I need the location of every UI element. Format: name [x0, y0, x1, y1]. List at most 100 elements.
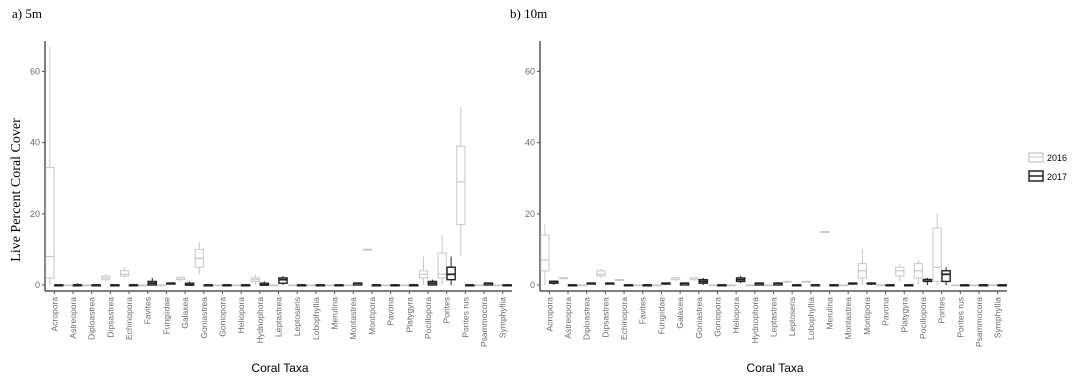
panel-a-box-2017-diploastrea: [91, 284, 101, 287]
panel-b-box-2017-leptoseris: [791, 284, 802, 287]
legend-item-2017: 2017: [1028, 170, 1067, 182]
panel-b-category-label-montipora: Montipora: [862, 297, 872, 335]
legend-box-2016: [1028, 152, 1044, 163]
panel-b-category-label-fungiidae: Fungiidae: [656, 297, 666, 335]
panel-a-box-2016-montastrea: [344, 284, 354, 287]
panel-b-box-2017-favites: [642, 284, 653, 287]
panel-a-box-2017-psammocora: [483, 282, 494, 286]
panel-b-box-2017-acropora: [549, 280, 559, 285]
panel-a-category-label-pocillopora: Pocillopora: [423, 297, 433, 339]
panel-b-box-2017-montastrea: [847, 282, 858, 285]
panel-a-box-2016-galaxea: [176, 276, 186, 282]
panel-a-box-2016-acropora-iqr: [45, 167, 55, 279]
panel-a-category-label-platygyra: Platygyra: [404, 297, 414, 333]
panel-b-box-2016-favites: [633, 284, 643, 287]
panel-b-box-2017-goniopora: [717, 284, 727, 287]
panel-a-box-2016-porites-rus-iqr: [456, 145, 466, 226]
panel-b-box-2016-galaxea: [671, 277, 681, 282]
panel-a-box-2017-montastrea: [352, 282, 363, 286]
panel-b-category-label-symphyllia: Symphyllia: [993, 297, 1003, 338]
panel-b-box-2017-heliopora: [735, 276, 746, 284]
panel-b-box-2016-goniastrea: [689, 277, 699, 282]
panel-b-box-2016-heliopora: [727, 284, 737, 287]
panel-b-category-label-psammocora: Psammocora: [974, 297, 984, 347]
panel-a-box-2017-platygyra: [408, 284, 419, 287]
panel-a-box-2017-lobophyllia: [315, 284, 326, 287]
panel-a-box-2017-dipsastrea: [110, 284, 120, 287]
panel-b-box-2016-fungiidae: [652, 284, 662, 287]
panel-b-box-2016-porites-rus: [951, 284, 961, 287]
legend-item-2016: 2016: [1028, 152, 1067, 163]
panel-a-category-label-dipsastrea: Dipsastrea: [105, 297, 115, 338]
panel-b-category-label-acropora: Acropora: [544, 297, 554, 332]
panel-a-box-2016-pavona: [381, 284, 391, 287]
panel-a-box-2016-goniastrea: [194, 242, 204, 275]
panel-a-box-2017-acropora: [54, 284, 64, 287]
panel-b-category-label-astreopora: Astreopora: [563, 297, 573, 339]
panel-a-box-2016-psammocora: [474, 284, 485, 287]
panel-a-box-2016-favites: [138, 284, 148, 287]
panel-a-y-tick-label: 40: [30, 138, 40, 148]
panel-b-box-2017-psammocora: [978, 284, 989, 287]
panel-b-category-label-porites: Porites: [937, 297, 947, 323]
panel-b-box-2016-goniopora: [708, 284, 718, 287]
panel-b-category-label-goniastrea: Goniastrea: [694, 297, 704, 339]
panel-b-category-label-echinopora: Echinopora: [619, 297, 629, 340]
panel-b-category-label-porites-rus: Porites rus: [955, 297, 965, 338]
panel-a-box-2016-heliopora: [232, 284, 242, 287]
panel-b-box-2017-goniastrea: [698, 277, 709, 285]
panel-a-box-2016-acropora: [45, 46, 55, 285]
panel-a-box-2017-fungiidae: [166, 282, 176, 285]
panel-b-box-2017-porites: [941, 267, 951, 285]
panel-a-category-label-symphyllia: Symphyllia: [498, 297, 508, 338]
panel-b-box-2016-dipsastrea: [596, 268, 606, 278]
panel-a-category-label-leptoseris: Leptoseris: [292, 297, 302, 336]
panel-a-category-label-hydnophora: Hydnophora: [255, 297, 265, 344]
panel-a-box-2017-symphyllia: [502, 284, 512, 287]
panel-b-box-2016-hydnophora: [745, 284, 755, 287]
panel-b-category-label-hydnophora: Hydnophora: [750, 297, 760, 344]
panel-a-box-2016-merulina: [325, 284, 335, 287]
panel-a-category-label-fungiidae: Fungiidae: [161, 297, 171, 335]
panel-b-box-2017-galaxea: [679, 282, 690, 286]
panel-b-box-2016-leptoseris: [783, 280, 793, 283]
panel-b-category-label-goniopora: Goniopora: [712, 297, 722, 337]
panel-a-category-label-porites: Porites: [442, 297, 452, 323]
panel-b-box-2016-astreopora: [558, 277, 569, 280]
panel-a-box-2016-diploastrea: [82, 284, 92, 287]
legend-label-2016: 2016: [1047, 153, 1067, 163]
panel-a-box-2017-montipora: [371, 284, 382, 287]
panel-a-y-tick-label: 0: [35, 280, 40, 290]
panel-b-box-2017-pavona: [885, 284, 895, 287]
panel-a-category-label-goniopora: Goniopora: [217, 297, 227, 337]
panel-b-y-tick-label: 40: [525, 138, 535, 148]
panel-b-box-2017-hydnophora: [754, 282, 765, 286]
y-axis-label: Live Percent Coral Cover: [9, 118, 24, 262]
panel-a-box-2016-hydnophora: [250, 274, 260, 285]
panel-a-category-label-merulina: Merulina: [330, 297, 340, 330]
panel-b-y-tick-label: 60: [525, 66, 535, 76]
panel-a-category-label-psammocora: Psammocora: [479, 297, 489, 347]
panel-b-box-2016-acropora: [540, 224, 550, 285]
panel-a-category-label-astreopora: Astreopora: [68, 297, 78, 339]
panel-b-category-label-favites: Favites: [638, 297, 648, 324]
panel-a-box-2016-leptoseris: [288, 284, 298, 287]
legend-label-2017: 2017: [1047, 172, 1067, 182]
panel-a-category-label-heliopora: Heliopora: [236, 297, 246, 334]
panel-a-box-2017-merulina: [334, 284, 344, 287]
panel-a-box-2017-astreopora: [72, 283, 83, 287]
panel-a-box-2017-hydnophora: [259, 281, 270, 286]
panel-b-box-2017-leptastrea: [773, 282, 783, 286]
panel-a-box-2016-pocillopora: [418, 256, 429, 285]
panel-a-category-label-montipora: Montipora: [367, 297, 377, 335]
panel-a-box-2017-goniopora: [222, 284, 232, 287]
panel-b-category-label-leptoseris: Leptoseris: [787, 297, 797, 336]
panel-b-category-label-diploastrea: Diploastrea: [582, 297, 592, 340]
panel-b-box-2017-lobophyllia: [810, 284, 821, 287]
panel-a-box-2017-favites: [147, 277, 158, 286]
panel-a-category-label-echinopora: Echinopora: [124, 297, 134, 340]
panel-a-box-2016-platygyra: [400, 284, 410, 287]
panel-a-y-tick-label: 60: [30, 66, 40, 76]
panel-b-category-label-galaxea: Galaxea: [675, 297, 685, 329]
panel-b-category-label-leptastrea: Leptastrea: [769, 297, 779, 337]
